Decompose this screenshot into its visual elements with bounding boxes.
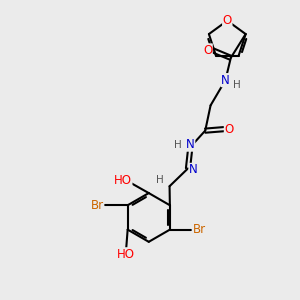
Text: N: N xyxy=(189,164,198,176)
Text: HO: HO xyxy=(117,248,135,261)
Text: O: O xyxy=(203,44,212,57)
Text: Br: Br xyxy=(91,199,103,212)
Text: H: H xyxy=(174,140,182,150)
Text: H: H xyxy=(233,80,241,91)
Text: Br: Br xyxy=(192,223,206,236)
Text: H: H xyxy=(156,175,164,185)
Text: HO: HO xyxy=(114,174,132,187)
Text: N: N xyxy=(186,138,195,151)
Text: N: N xyxy=(221,74,230,87)
Text: O: O xyxy=(223,14,232,27)
Text: O: O xyxy=(224,123,234,136)
